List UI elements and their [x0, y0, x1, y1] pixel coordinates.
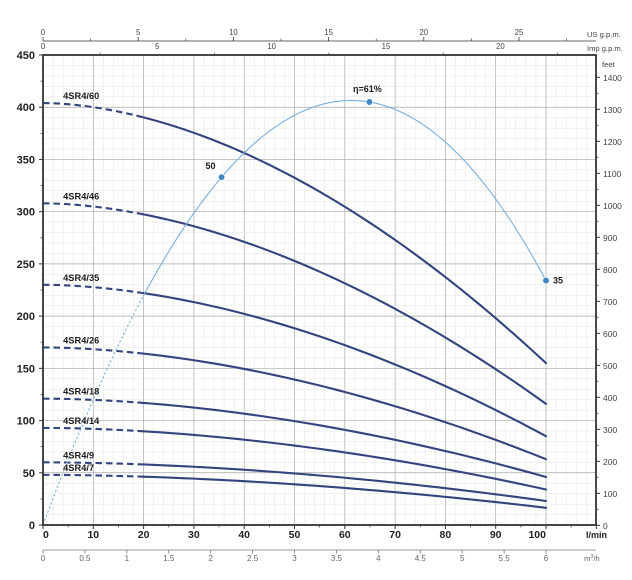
svg-text:90: 90 [490, 529, 502, 541]
svg-text:150: 150 [17, 363, 35, 375]
svg-text:5.5: 5.5 [499, 554, 511, 563]
svg-text:50: 50 [23, 468, 35, 480]
svg-text:0: 0 [603, 521, 608, 531]
svg-text:500: 500 [603, 361, 617, 371]
svg-text:4SR4/18: 4SR4/18 [63, 387, 99, 397]
svg-text:70: 70 [389, 529, 401, 541]
svg-text:200: 200 [17, 311, 35, 323]
svg-text:2: 2 [208, 554, 213, 563]
svg-text:200: 200 [603, 457, 617, 467]
svg-text:25: 25 [515, 28, 524, 37]
svg-text:η=61%: η=61% [353, 84, 382, 94]
svg-text:l/min: l/min [586, 530, 607, 540]
svg-text:0: 0 [29, 520, 35, 532]
svg-text:15: 15 [382, 42, 391, 51]
svg-text:feet: feet [602, 60, 616, 69]
svg-text:100: 100 [17, 416, 35, 428]
svg-text:Imp g.p.m.: Imp g.p.m. [587, 44, 623, 53]
svg-text:4SR4/9: 4SR4/9 [63, 450, 94, 460]
svg-text:60: 60 [339, 529, 351, 541]
svg-text:4SR4/14: 4SR4/14 [63, 416, 100, 426]
svg-text:50: 50 [206, 161, 216, 171]
svg-text:10: 10 [87, 529, 99, 541]
svg-text:5: 5 [155, 42, 160, 51]
svg-text:10: 10 [229, 28, 238, 37]
svg-text:50: 50 [289, 529, 301, 541]
svg-text:80: 80 [440, 529, 452, 541]
svg-text:0: 0 [43, 529, 49, 541]
svg-text:4SR4/46: 4SR4/46 [63, 191, 99, 201]
svg-text:450: 450 [17, 50, 35, 62]
svg-text:15: 15 [324, 28, 333, 37]
svg-text:3: 3 [292, 554, 297, 563]
svg-text:300: 300 [603, 425, 617, 435]
svg-text:1000: 1000 [603, 201, 622, 211]
svg-text:600: 600 [603, 329, 617, 339]
svg-text:20: 20 [138, 529, 150, 541]
svg-text:6: 6 [544, 554, 549, 563]
svg-text:5: 5 [136, 28, 141, 37]
svg-text:250: 250 [17, 259, 35, 271]
svg-text:300: 300 [17, 207, 35, 219]
svg-text:0: 0 [41, 42, 46, 51]
svg-text:20: 20 [419, 28, 428, 37]
svg-text:1: 1 [125, 554, 130, 563]
svg-text:1400: 1400 [603, 73, 622, 83]
svg-text:1300: 1300 [603, 105, 622, 115]
svg-text:0.5: 0.5 [79, 554, 91, 563]
svg-text:4SR4/7: 4SR4/7 [63, 463, 94, 473]
svg-text:20: 20 [496, 42, 505, 51]
svg-text:100: 100 [528, 529, 546, 541]
svg-text:2.5: 2.5 [247, 554, 259, 563]
svg-text:100: 100 [603, 489, 617, 499]
svg-text:4SR4/26: 4SR4/26 [63, 335, 99, 345]
svg-text:40: 40 [238, 529, 250, 541]
svg-text:400: 400 [603, 393, 617, 403]
svg-text:700: 700 [603, 297, 617, 307]
svg-text:900: 900 [603, 233, 617, 243]
svg-text:1100: 1100 [603, 169, 622, 179]
svg-text:10: 10 [267, 42, 276, 51]
svg-text:4SR4/60: 4SR4/60 [63, 91, 99, 101]
svg-text:US g.p.m.: US g.p.m. [587, 30, 621, 39]
svg-text:800: 800 [603, 265, 617, 275]
svg-text:1.5: 1.5 [163, 554, 175, 563]
svg-text:1200: 1200 [603, 137, 622, 147]
svg-text:30: 30 [188, 529, 200, 541]
svg-text:3.5: 3.5 [331, 554, 343, 563]
svg-text:400: 400 [17, 102, 35, 114]
svg-text:4.5: 4.5 [415, 554, 427, 563]
svg-text:0: 0 [41, 554, 46, 563]
svg-text:0: 0 [41, 28, 46, 37]
svg-text:350: 350 [17, 154, 35, 166]
svg-text:4: 4 [376, 554, 381, 563]
svg-text:4SR4/35: 4SR4/35 [63, 273, 99, 283]
svg-text:5: 5 [460, 554, 465, 563]
svg-text:35: 35 [553, 276, 563, 286]
